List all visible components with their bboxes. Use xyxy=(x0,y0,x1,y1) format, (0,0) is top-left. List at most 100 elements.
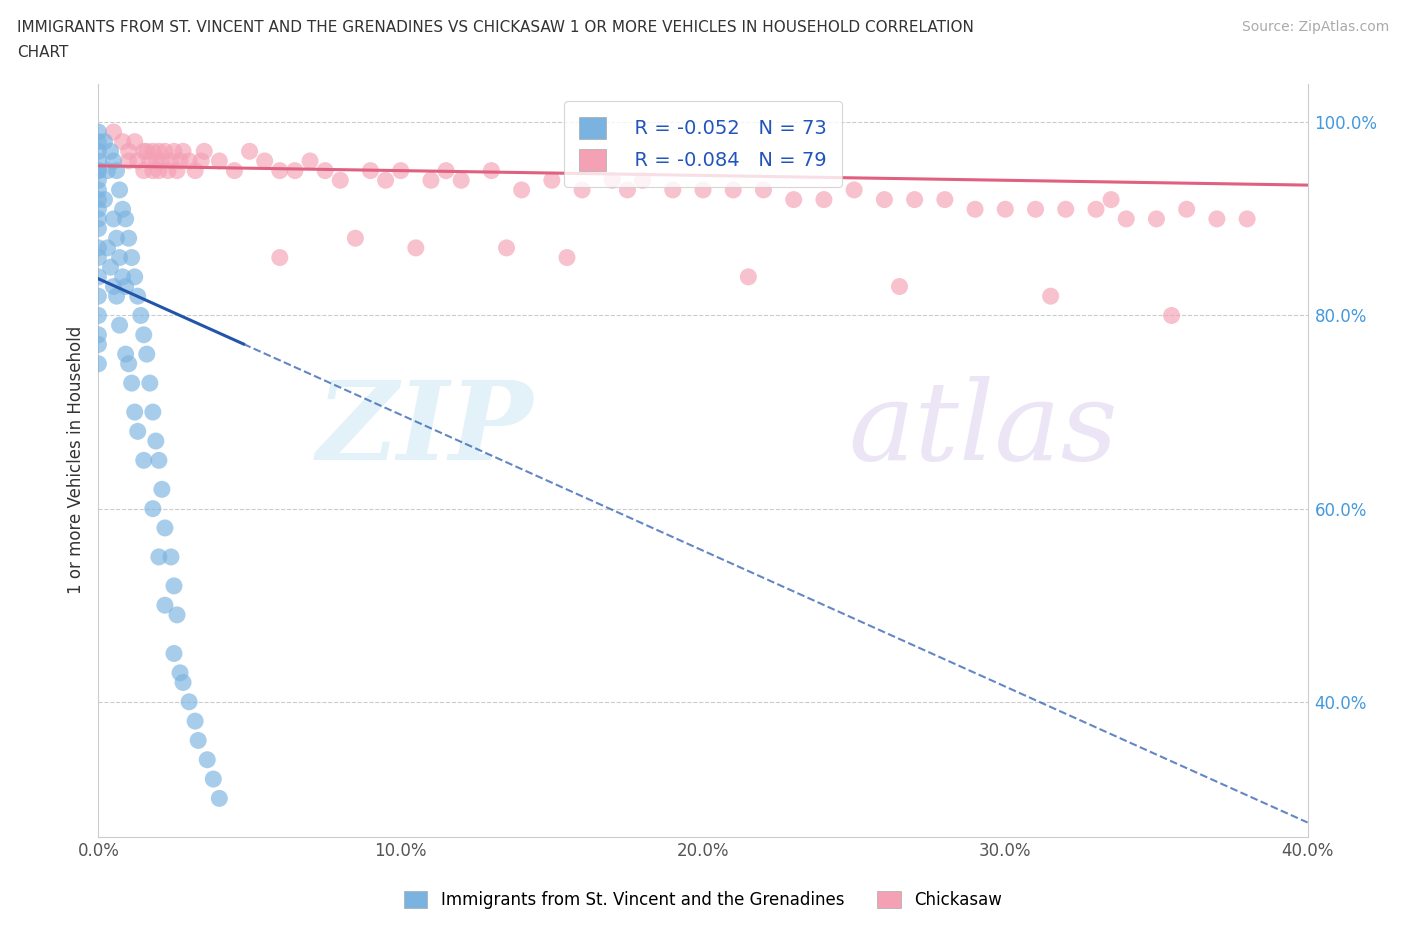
Point xyxy=(96,163,118,178)
Point xyxy=(87,270,110,285)
Point xyxy=(994,202,1017,217)
Point xyxy=(208,153,231,168)
Point xyxy=(692,182,714,197)
Point xyxy=(190,153,212,168)
Point xyxy=(132,163,155,178)
Point xyxy=(889,279,911,294)
Point xyxy=(153,521,176,536)
Point xyxy=(150,482,173,497)
Y-axis label: 1 or more Vehicles in Household: 1 or more Vehicles in Household xyxy=(66,326,84,594)
Point xyxy=(105,288,128,303)
Point xyxy=(510,182,533,197)
Point xyxy=(1085,202,1108,217)
Point xyxy=(1039,288,1062,303)
Point xyxy=(87,202,110,217)
Point xyxy=(132,453,155,468)
Point xyxy=(87,163,110,178)
Point xyxy=(184,163,207,178)
Point xyxy=(329,173,352,188)
Point xyxy=(108,182,131,197)
Point xyxy=(844,182,866,197)
Point xyxy=(105,231,128,246)
Text: ZIP: ZIP xyxy=(318,377,534,484)
Legend: Immigrants from St. Vincent and the Grenadines, Chickasaw: Immigrants from St. Vincent and the Gren… xyxy=(395,883,1011,917)
Point xyxy=(142,405,165,419)
Point xyxy=(195,752,218,767)
Point xyxy=(87,173,110,188)
Point xyxy=(127,153,149,168)
Point xyxy=(873,193,896,207)
Point xyxy=(108,250,131,265)
Point xyxy=(239,144,262,159)
Point xyxy=(160,550,183,565)
Point xyxy=(127,424,149,439)
Point xyxy=(163,578,186,593)
Point xyxy=(616,182,638,197)
Point xyxy=(111,270,134,285)
Point xyxy=(118,144,141,159)
Point xyxy=(145,433,167,448)
Point xyxy=(1024,202,1046,217)
Point xyxy=(103,279,125,294)
Point xyxy=(142,501,165,516)
Point xyxy=(103,125,125,140)
Point xyxy=(434,163,457,178)
Point xyxy=(752,182,775,197)
Point xyxy=(1144,211,1167,226)
Point xyxy=(253,153,276,168)
Point xyxy=(163,144,186,159)
Point xyxy=(555,250,578,265)
Point xyxy=(153,598,176,613)
Point xyxy=(111,134,134,149)
Point xyxy=(737,270,759,285)
Text: IMMIGRANTS FROM ST. VINCENT AND THE GRENADINES VS CHICKASAW 1 OR MORE VEHICLES I: IMMIGRANTS FROM ST. VINCENT AND THE GREN… xyxy=(17,20,974,35)
Point xyxy=(631,173,654,188)
Text: CHART: CHART xyxy=(17,45,69,60)
Point xyxy=(105,163,128,178)
Point xyxy=(124,270,146,285)
Point xyxy=(148,550,170,565)
Point xyxy=(148,144,170,159)
Point xyxy=(96,241,118,256)
Point xyxy=(135,144,157,159)
Point xyxy=(87,308,110,323)
Point xyxy=(314,163,336,178)
Point xyxy=(87,288,110,303)
Point xyxy=(148,163,170,178)
Point xyxy=(118,356,141,371)
Point xyxy=(1115,211,1137,226)
Point xyxy=(127,288,149,303)
Text: atlas: atlas xyxy=(848,377,1118,484)
Point xyxy=(187,733,209,748)
Point xyxy=(661,182,683,197)
Point xyxy=(139,153,162,168)
Point xyxy=(87,125,110,140)
Point xyxy=(87,327,110,342)
Point xyxy=(965,202,987,217)
Point xyxy=(284,163,307,178)
Point xyxy=(87,153,110,168)
Point xyxy=(360,163,382,178)
Point xyxy=(1236,211,1258,226)
Point xyxy=(124,134,146,149)
Point xyxy=(571,182,593,197)
Point xyxy=(148,453,170,468)
Point xyxy=(118,231,141,246)
Point xyxy=(934,193,956,207)
Point xyxy=(723,182,745,197)
Point xyxy=(389,163,412,178)
Point xyxy=(103,153,125,168)
Point xyxy=(904,193,927,207)
Point xyxy=(1160,308,1182,323)
Point xyxy=(87,144,110,159)
Point xyxy=(269,250,291,265)
Point xyxy=(108,318,131,333)
Point xyxy=(124,405,146,419)
Point xyxy=(93,193,115,207)
Point xyxy=(344,231,367,246)
Point xyxy=(783,193,806,207)
Point xyxy=(156,163,179,178)
Point xyxy=(103,211,125,226)
Point xyxy=(87,211,110,226)
Point xyxy=(166,607,188,622)
